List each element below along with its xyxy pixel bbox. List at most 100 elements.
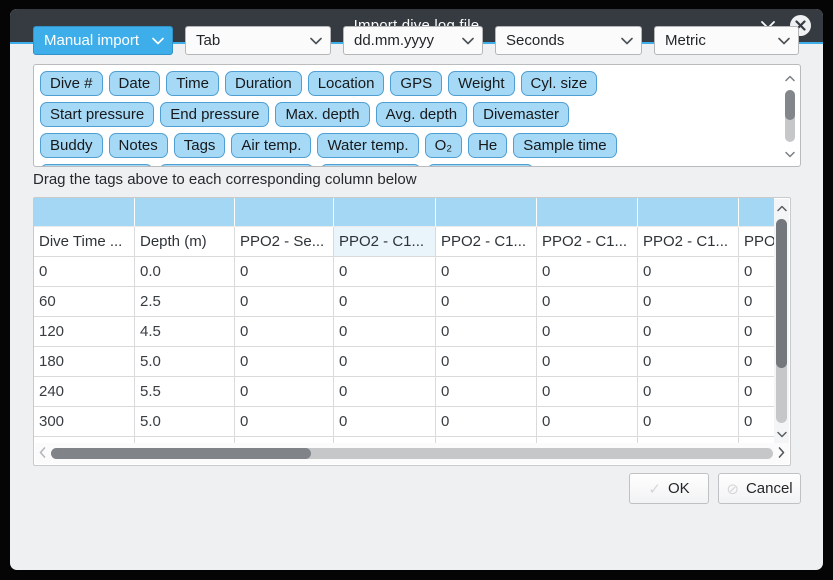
tag-pill[interactable]: Sample time <box>513 133 617 158</box>
scroll-thumb[interactable] <box>51 448 311 459</box>
tag-pill[interactable]: Dive # <box>40 71 103 96</box>
duration-format-select[interactable]: Seconds <box>495 26 642 55</box>
tag-row: Start pressure End pressure Max. depth Avg.… <box>37 99 780 130</box>
source-select[interactable]: Manual import <box>33 26 173 55</box>
scroll-thumb[interactable] <box>776 219 787 368</box>
dialog-buttons: ✓ OK ⊘ Cancel <box>629 473 801 504</box>
scroll-down-icon[interactable] <box>785 145 795 163</box>
drop-target-cell[interactable] <box>638 198 739 227</box>
table-cell: 0 <box>739 287 775 317</box>
tag-pill[interactable]: Sample depth <box>40 164 153 166</box>
tag-pill[interactable]: Max. depth <box>275 102 370 127</box>
table-cell: 0 <box>638 347 739 377</box>
drop-target-cell[interactable] <box>537 198 638 227</box>
table-hscrollbar[interactable] <box>35 443 789 464</box>
tag-pill[interactable]: Notes <box>108 133 168 158</box>
units-select[interactable]: Metric <box>654 26 799 55</box>
column-header-cell[interactable]: PPO2 - C1... <box>334 227 436 257</box>
table-cell: 0 <box>537 317 638 347</box>
table-cell: 0 <box>235 257 334 287</box>
table-cell <box>235 437 334 444</box>
table-cell: 0 <box>537 377 638 407</box>
table-cell: 0 <box>638 257 739 287</box>
tag-pill[interactable]: Start pressure <box>40 102 155 127</box>
table-cell: 0 <box>638 407 739 437</box>
tag-pill[interactable]: End pressure <box>160 102 270 127</box>
drop-target-cell[interactable] <box>436 198 537 227</box>
tag-pill[interactable]: Weight <box>448 71 515 96</box>
table-cell: 0 <box>638 377 739 407</box>
scroll-track[interactable] <box>785 90 795 142</box>
table-cell: 0 <box>537 347 638 377</box>
table-cell: 0 <box>334 347 436 377</box>
scroll-track[interactable] <box>776 219 787 423</box>
table-row: 180 5.0 0 0 0 0 0 0 <box>34 347 775 377</box>
tag-pool-vscrollbar[interactable] <box>783 69 797 163</box>
cancel-button-label: Cancel <box>745 480 793 497</box>
drop-target-cell[interactable] <box>235 198 334 227</box>
tag-pill[interactable]: Sample CNS <box>427 164 535 166</box>
tag-pill[interactable]: GPS <box>390 71 443 96</box>
tag-pill[interactable]: Tags <box>173 133 226 158</box>
tag-pill[interactable]: O₂ <box>424 133 463 158</box>
tag-pill[interactable]: Sample temperature <box>158 164 315 166</box>
source-select-value: Manual import <box>44 32 140 49</box>
table-cell: 0 <box>334 407 436 437</box>
column-header-cell[interactable]: PPO2 - Se... <box>235 227 334 257</box>
tag-pill[interactable]: Duration <box>225 71 302 96</box>
tag-pill[interactable]: Water temp. <box>317 133 419 158</box>
tag-pill[interactable]: Date <box>108 71 161 96</box>
duration-format-select-value: Seconds <box>506 32 565 49</box>
drop-target-cell[interactable] <box>34 198 135 227</box>
table-cell: 0 <box>436 377 537 407</box>
table-cell: 120 <box>34 317 135 347</box>
table-cell: 0 <box>739 317 775 347</box>
table-cell: 0 <box>638 317 739 347</box>
scroll-up-icon[interactable] <box>785 69 795 87</box>
tag-pill[interactable]: Divemaster <box>473 102 569 127</box>
drop-target-cell[interactable] <box>739 198 775 227</box>
column-header-cell[interactable]: PPO2 - C1... <box>436 227 537 257</box>
column-header-cell[interactable]: Depth (m) <box>135 227 235 257</box>
tag-pill[interactable]: Location <box>307 71 385 96</box>
drop-target-cell[interactable] <box>135 198 235 227</box>
column-header-cell[interactable]: PPO2 <box>739 227 775 257</box>
tag-pill[interactable]: Buddy <box>40 133 103 158</box>
scroll-up-icon[interactable] <box>776 199 787 217</box>
table-cell: 5.5 <box>135 377 235 407</box>
tag-pill[interactable]: Sample pO₂ <box>320 164 422 166</box>
scroll-thumb[interactable] <box>785 90 795 120</box>
table-vscrollbar[interactable] <box>774 199 789 443</box>
table-cell: 0 <box>537 257 638 287</box>
table-row: 240 5.5 0 0 0 0 0 0 <box>34 377 775 407</box>
scroll-track[interactable] <box>51 448 773 459</box>
drop-target-cell[interactable] <box>334 198 436 227</box>
table-cell: 0 <box>436 287 537 317</box>
column-header-cell[interactable]: PPO2 - C1... <box>638 227 739 257</box>
column-header-cell[interactable]: Dive Time ... <box>34 227 135 257</box>
date-format-select-value: dd.mm.yyyy <box>354 32 435 49</box>
table-cell: 0 <box>537 407 638 437</box>
tag-row: Buddy Notes Tags Air temp. Water temp. O₂ He Sa… <box>37 130 780 161</box>
ok-button[interactable]: ✓ OK <box>629 473 709 504</box>
separator-select[interactable]: Tab <box>185 26 331 55</box>
tag-row: Dive # Date Time Duration Location GPS Weight C… <box>37 68 780 99</box>
table-cell <box>638 437 739 444</box>
table-scroll-area: Dive Time ... Depth (m) PPO2 - Se... PPO2 -… <box>34 198 775 444</box>
tag-pill[interactable]: Air temp. <box>231 133 312 158</box>
scroll-left-icon[interactable] <box>39 445 46 463</box>
cancel-button[interactable]: ⊘ Cancel <box>718 473 801 504</box>
scroll-down-icon[interactable] <box>776 425 787 443</box>
date-format-select[interactable]: dd.mm.yyyy <box>343 26 483 55</box>
column-header-cell[interactable]: PPO2 - C1... <box>537 227 638 257</box>
table-cell: 0 <box>436 347 537 377</box>
tag-pill[interactable]: Avg. depth <box>375 102 468 127</box>
tag-pill[interactable]: Cyl. size <box>520 71 598 96</box>
table-cell <box>436 437 537 444</box>
scroll-right-icon[interactable] <box>778 445 785 463</box>
table-cell: 0 <box>436 407 537 437</box>
tag-pill[interactable]: Time <box>166 71 219 96</box>
tag-pill[interactable]: He <box>468 133 508 158</box>
separator-select-value: Tab <box>196 32 221 49</box>
table-cell: 0 <box>334 317 436 347</box>
